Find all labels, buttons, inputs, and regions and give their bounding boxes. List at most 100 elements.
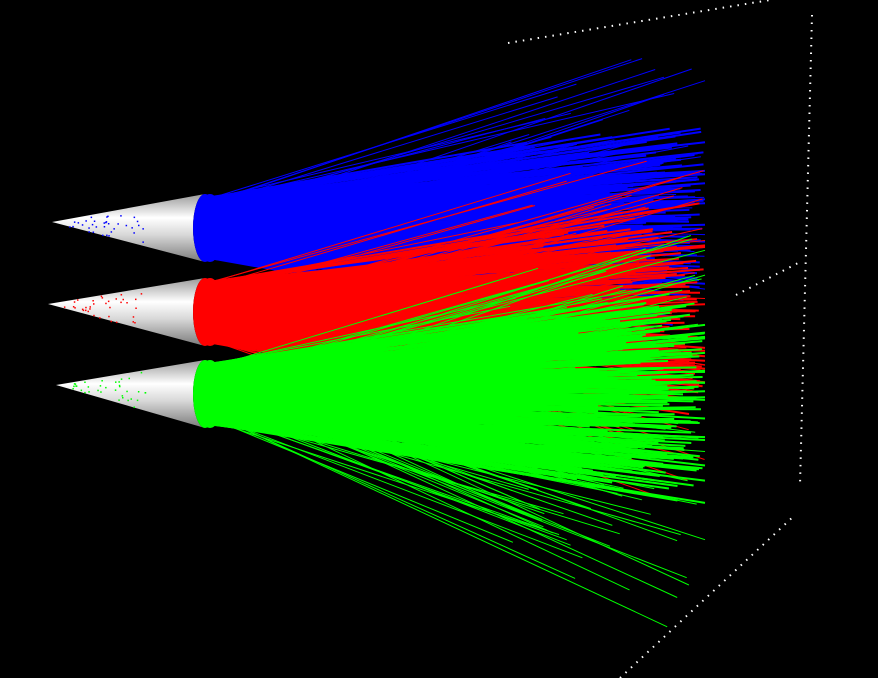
ray (214, 180, 567, 286)
ray (213, 416, 583, 559)
cone-speck (110, 231, 113, 233)
cone-speck (107, 215, 109, 218)
ray (209, 300, 668, 314)
cone-speck (87, 386, 90, 388)
cone-speck (82, 309, 85, 312)
cone-speck (135, 298, 137, 301)
cone-speck (77, 222, 80, 224)
cone-speck (108, 315, 110, 318)
ray (208, 157, 599, 203)
ray (208, 389, 544, 528)
cone-speck (107, 223, 110, 225)
ray (212, 198, 706, 233)
ray (210, 194, 622, 226)
ray (210, 367, 664, 396)
cone-speck (77, 299, 79, 301)
cone-speck (100, 295, 103, 298)
ray (214, 412, 571, 461)
cone-speck (103, 226, 106, 228)
cone-speck (69, 226, 71, 228)
ray (209, 401, 527, 412)
cone-speck (74, 307, 76, 309)
cone-speck (80, 389, 83, 392)
cone-speck (90, 216, 93, 219)
cone-speck (81, 224, 84, 226)
ray (205, 401, 608, 432)
cone-speck (122, 298, 124, 301)
cone-speck (140, 371, 143, 374)
ray (205, 159, 678, 227)
cone-speck (88, 391, 90, 393)
ray (214, 93, 675, 201)
cone-speck (133, 406, 135, 408)
cone-speck (118, 399, 120, 401)
ray (206, 398, 640, 402)
ray (210, 231, 569, 284)
cone-speck (63, 306, 66, 308)
ray (212, 202, 624, 231)
cone-speck (88, 227, 90, 229)
ray (205, 178, 700, 215)
cone-speck (119, 385, 121, 388)
cone-speck (103, 222, 105, 224)
cone-speck (85, 309, 87, 312)
cone-speck (73, 383, 76, 385)
cone-speck (92, 231, 95, 233)
bounding-box-dotted-lines (507, 0, 813, 678)
cone-base-cap (193, 194, 217, 262)
ray (211, 244, 706, 293)
ray (206, 238, 693, 378)
cone-speck (101, 234, 104, 237)
ray (211, 171, 701, 204)
cone-speck (115, 298, 117, 300)
cone-speck (72, 225, 74, 228)
cone-speck (126, 390, 128, 393)
cone-speck (95, 226, 98, 228)
ray (205, 172, 571, 285)
cone-speck (127, 399, 129, 402)
ray (213, 383, 523, 390)
cone-speck (91, 223, 94, 226)
cone-speck (120, 378, 123, 380)
cone-speck (89, 308, 91, 310)
cone-speck (81, 308, 84, 311)
ray (205, 297, 516, 367)
ray (206, 398, 603, 410)
cone-speck (108, 235, 110, 237)
cone-speck (113, 228, 115, 230)
ray (208, 412, 576, 579)
cone-speck (122, 397, 124, 399)
cone-speck (87, 310, 89, 313)
cone-speck (97, 389, 99, 392)
cone-speck (101, 297, 104, 299)
cone-speck (144, 392, 147, 394)
cone-speck (72, 388, 74, 390)
cone-speck (93, 303, 95, 305)
ray (210, 267, 539, 368)
ray (213, 194, 677, 205)
cone-speck (133, 216, 136, 219)
ray (204, 140, 647, 203)
cone-speck (120, 301, 122, 304)
ray (208, 180, 554, 214)
cone-speck (131, 227, 133, 229)
bbox-edge (799, 14, 813, 486)
cone-speck (93, 220, 96, 222)
cone-speck (135, 307, 137, 309)
ray (211, 418, 514, 543)
cone-speck (100, 391, 102, 393)
cone-speck (101, 380, 103, 382)
cone-speck (73, 221, 76, 223)
cone-speck (75, 385, 78, 387)
cone-speck (74, 383, 77, 385)
ray (206, 370, 706, 375)
cone-speck (120, 215, 122, 217)
emitter-cone (56, 360, 205, 428)
cone-speck (115, 381, 117, 383)
ray (214, 319, 671, 367)
ray (213, 393, 687, 579)
cone-speck (128, 377, 130, 380)
cone-speck (105, 221, 107, 224)
